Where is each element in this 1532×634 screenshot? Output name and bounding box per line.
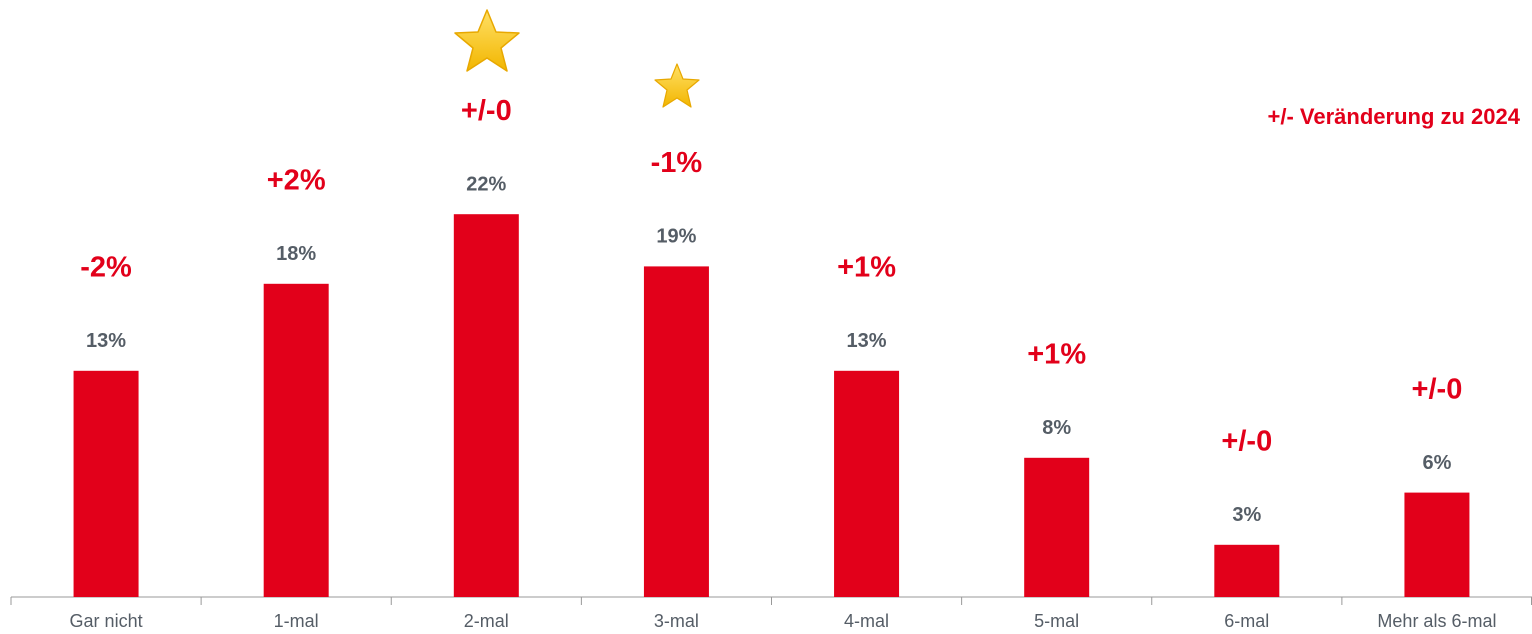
change-label: +/-0	[461, 95, 512, 127]
bar	[1024, 457, 1090, 597]
change-label: +/-0	[1412, 373, 1463, 405]
change-label: -2%	[80, 251, 132, 283]
value-label: 6%	[1422, 452, 1451, 474]
value-label: 8%	[1042, 417, 1071, 439]
change-label: -1%	[651, 147, 703, 179]
x-tick-label: 2-mal	[464, 611, 509, 631]
star-icon	[454, 9, 520, 72]
change-label: +2%	[267, 164, 326, 196]
star-icon	[654, 63, 700, 108]
bar	[73, 370, 139, 597]
x-tick-label: Gar nicht	[70, 611, 143, 631]
x-tick-label: 1-mal	[274, 611, 319, 631]
value-label: 19%	[656, 226, 696, 248]
value-label: 13%	[86, 330, 126, 352]
value-label: 3%	[1232, 504, 1261, 526]
x-tick-label: 4-mal	[844, 611, 889, 631]
bar	[453, 214, 519, 597]
bar	[1404, 492, 1470, 597]
bar	[834, 370, 900, 597]
bar	[643, 266, 709, 597]
change-label: +/-0	[1221, 425, 1272, 457]
x-tick-label: 6-mal	[1224, 611, 1269, 631]
annotation: +/- Veränderung zu 2024	[1268, 104, 1521, 129]
bar	[1214, 544, 1280, 597]
x-tick-label: 5-mal	[1034, 611, 1079, 631]
bar	[263, 283, 329, 597]
x-tick-label: Mehr als 6-mal	[1377, 611, 1496, 631]
value-label: 22%	[466, 173, 506, 195]
x-tick-label: 3-mal	[654, 611, 699, 631]
change-label: +1%	[837, 251, 896, 283]
value-label: 13%	[847, 330, 887, 352]
value-label: 18%	[276, 243, 316, 265]
change-label: +1%	[1027, 338, 1086, 370]
